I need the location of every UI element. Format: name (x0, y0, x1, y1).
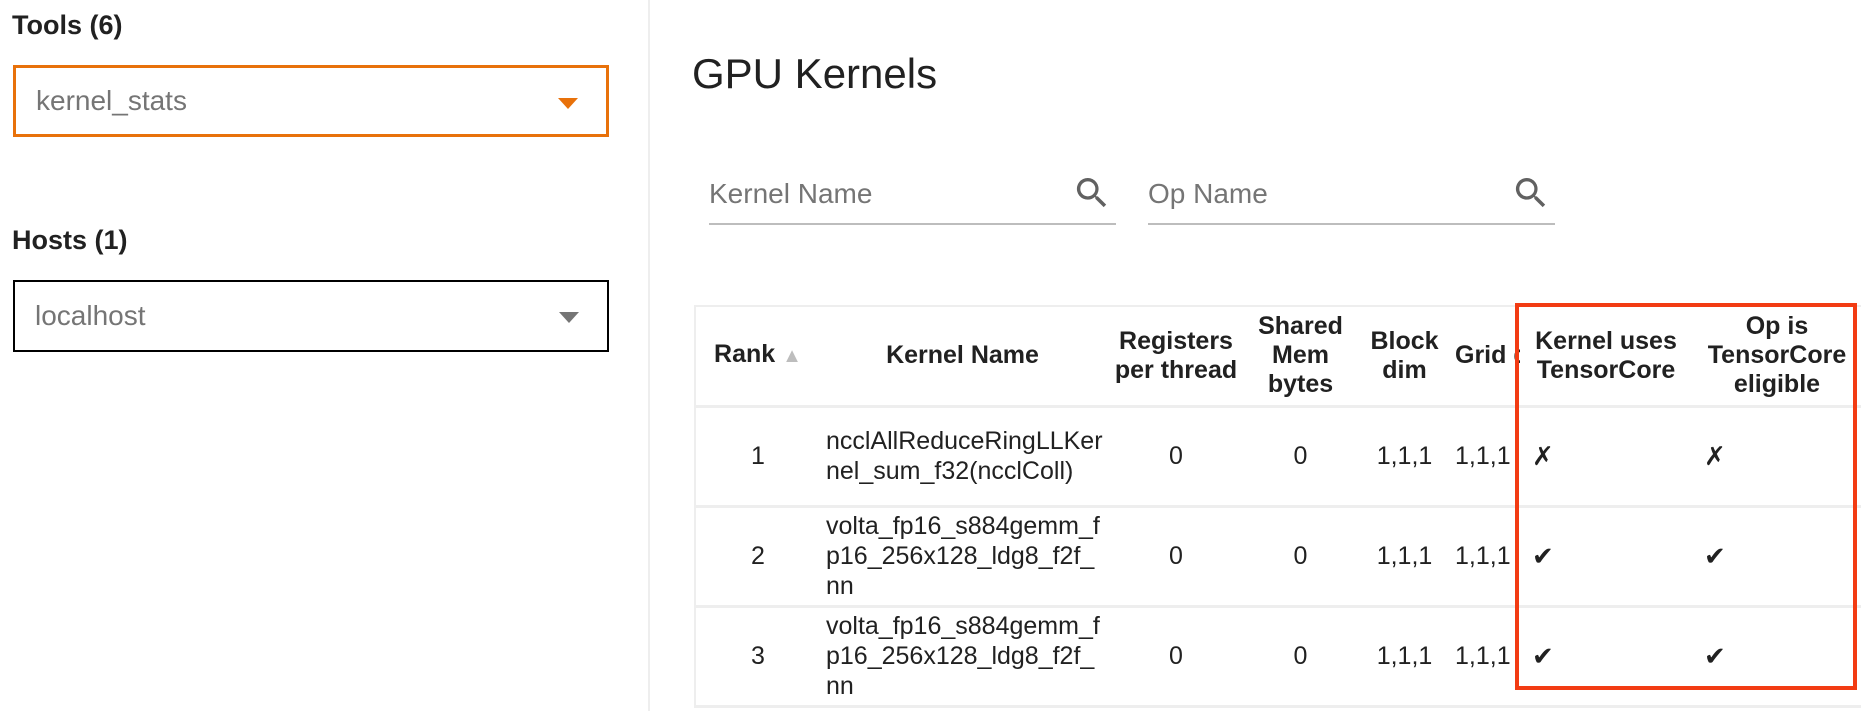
tools-label: Tools (6) (12, 10, 123, 40)
search-icon (1076, 178, 1107, 208)
rank-cell: 3 (695, 606, 820, 708)
uses-tensorcore-cell: ✔ (1520, 506, 1692, 608)
block-dim-cell: 1,1,1 (1354, 606, 1455, 708)
op-name-search[interactable]: Op Name (1148, 165, 1555, 225)
kernel-name-search[interactable]: Kernel Name (709, 165, 1116, 225)
registers-cell: 0 (1105, 606, 1247, 708)
tensorcore-eligible-cell: ✔ (1692, 506, 1861, 608)
table-row: 1 ncclAllReduceRingLLKernel_sum_f32(nccl… (695, 406, 1861, 508)
page-title: GPU Kernels (692, 50, 938, 97)
header-registers[interactable]: Registers per thread (1105, 306, 1247, 408)
tensorcore-highlight-box (1515, 303, 1857, 690)
kernel-stats-table: Rank ▲ Kernel Name Registers per thread … (694, 305, 1861, 708)
header-rank[interactable]: Rank ▲ (695, 306, 820, 408)
header-op-tensorcore-eligible[interactable]: Op is TensorCore eligible (1692, 306, 1861, 408)
rank-cell: 1 (695, 406, 820, 508)
shared-mem-cell: 0 (1247, 506, 1354, 608)
header-shared-mem[interactable]: Shared Mem bytes (1247, 306, 1354, 408)
registers-cell: 0 (1105, 506, 1247, 608)
dropdown-arrow-icon (558, 98, 578, 109)
sort-ascending-icon[interactable]: ▲ (782, 345, 802, 368)
tools-value: kernel_stats (36, 85, 187, 116)
shared-mem-cell: 0 (1247, 406, 1354, 508)
dropdown-arrow-icon (559, 312, 579, 323)
header-grid-dim[interactable]: Grid dim (1455, 306, 1520, 408)
uses-tensorcore-cell: ✔ (1520, 606, 1692, 708)
kernel-name-cell: ncclAllReduceRingLLKernel_sum_f32(ncclCo… (820, 406, 1105, 508)
table-header-row: Rank ▲ Kernel Name Registers per thread … (695, 306, 1861, 408)
hosts-label: Hosts (1) (12, 225, 128, 255)
block-dim-cell: 1,1,1 (1354, 406, 1455, 508)
rank-cell: 2 (695, 506, 820, 608)
header-block-dim[interactable]: Block dim (1354, 306, 1455, 408)
sidebar: Tools (6) kernel_stats Hosts (1) localho… (0, 0, 650, 711)
table-row: 3 volta_fp16_s884gemm_fp16_256x128_ldg8_… (695, 606, 1861, 708)
kernel-name-cell: volta_fp16_s884gemm_fp16_256x128_ldg8_f2… (820, 506, 1105, 608)
header-kernel-uses-tensorcore[interactable]: Kernel uses TensorCore (1520, 306, 1692, 408)
header-kernel-name[interactable]: Kernel Name (820, 306, 1105, 408)
shared-mem-cell: 0 (1247, 606, 1354, 708)
table-row: 2 volta_fp16_s884gemm_fp16_256x128_ldg8_… (695, 506, 1861, 608)
kernel-name-cell: volta_fp16_s884gemm_fp16_256x128_ldg8_f2… (820, 606, 1105, 708)
tools-dropdown[interactable]: kernel_stats (13, 65, 609, 137)
block-dim-cell: 1,1,1 (1354, 506, 1455, 608)
op-name-input[interactable]: Op Name (1148, 178, 1268, 209)
grid-dim-cell: 1,1,1 (1455, 606, 1520, 708)
registers-cell: 0 (1105, 406, 1247, 508)
kernel-name-input[interactable]: Kernel Name (709, 178, 873, 209)
tensorcore-eligible-cell: ✔ (1692, 606, 1861, 708)
grid-dim-cell: 1,1,1 (1455, 506, 1520, 608)
hosts-dropdown[interactable]: localhost (13, 280, 609, 352)
uses-tensorcore-cell: ✗ (1520, 406, 1692, 508)
grid-dim-cell: 1,1,1 (1455, 406, 1520, 508)
search-icon (1515, 178, 1546, 208)
tensorcore-eligible-cell: ✗ (1692, 406, 1861, 508)
hosts-value: localhost (35, 300, 146, 331)
